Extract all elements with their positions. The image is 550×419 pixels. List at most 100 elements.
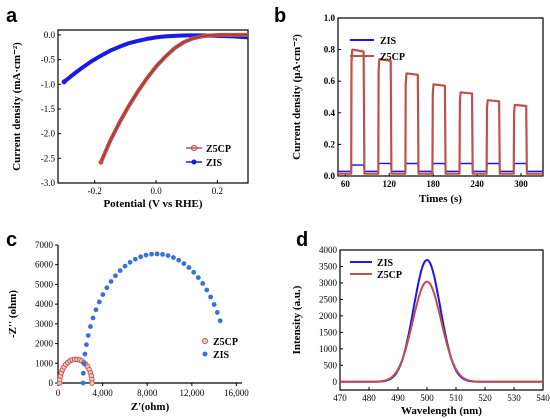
data-point-zis: [176, 257, 182, 263]
y-tick-label: 0: [333, 377, 338, 387]
plot-frame: [337, 17, 544, 177]
x-tick-label: 8,000: [137, 388, 158, 398]
legend-label-zis: ZIS: [377, 258, 394, 269]
x-axis-label: Times (s): [419, 193, 462, 205]
x-tick-label: 16,000: [224, 388, 249, 398]
x-tick-label: 240: [470, 179, 484, 189]
data-point-zis: [165, 253, 171, 258]
plot-frame: [339, 249, 544, 391]
data-point-zis: [154, 251, 160, 257]
x-axis-label: Wavelength (nm): [401, 405, 482, 417]
y-tick-label: 1.0: [324, 13, 336, 23]
y-axis-label: Current density (mA·cm⁻²): [11, 42, 23, 171]
data-point-zis: [117, 268, 123, 274]
y-tick-label: -1.5: [41, 104, 56, 114]
series-line-zis: [62, 33, 249, 84]
y-tick-label: 0.6: [324, 76, 336, 86]
x-tick-label: 0.0: [150, 186, 162, 196]
x-tick-label: 520: [478, 393, 492, 403]
y-tick-label: 2000: [35, 339, 54, 349]
x-tick-label: 180: [426, 179, 440, 189]
data-point-zis: [96, 299, 102, 305]
y-tick-label: -1.0: [41, 79, 56, 89]
panel-label-b: b: [274, 5, 286, 27]
data-point-zis: [214, 310, 220, 315]
x-tick-label: 480: [362, 393, 376, 403]
y-tick-label: 1500: [319, 327, 338, 337]
x-axis-label: Potential (V vs RHE): [103, 198, 202, 210]
x-tick-label: 0: [56, 388, 61, 398]
y-tick-label: 2500: [319, 294, 338, 304]
x-tick-label: 510: [449, 393, 463, 403]
x-tick-label: 500: [420, 393, 434, 403]
y-tick-label: 1000: [319, 344, 338, 354]
legend-marker-z5cp: [202, 338, 208, 344]
data-point-zis: [80, 380, 86, 386]
chart-b: 60 120 180 240 300 0.0 0.2 0.4 0.6 0.8 1.0 Times (s…: [291, 13, 544, 205]
data-point-zis: [138, 254, 144, 260]
y-tick-label: 0: [49, 378, 54, 388]
data-point-zis: [108, 279, 114, 284]
data-point-zis: [80, 370, 86, 376]
data-point-zis: [88, 324, 93, 329]
y-tick-label: 0.0: [324, 171, 336, 181]
data-point-zis: [83, 342, 89, 348]
series-line-z5cp: [338, 48, 543, 175]
data-point-zis: [90, 315, 96, 321]
data-point-z5cp: [89, 380, 95, 386]
legend-label-zis: ZIS: [380, 36, 397, 47]
series-start-marker-zis: [61, 79, 67, 85]
panel-label-a: a: [6, 5, 18, 27]
x-tick-label: -0.2: [88, 186, 102, 196]
data-point-zis: [81, 361, 87, 367]
data-point-zis: [181, 261, 187, 266]
data-point-zis: [149, 251, 154, 257]
data-point-zis: [113, 273, 118, 279]
y-tick-label: 0.4: [324, 108, 336, 118]
y-tick-label: 0.8: [324, 45, 336, 55]
data-point-zis: [160, 251, 165, 257]
series-line-zis: [338, 162, 543, 173]
x-tick-label: 60: [341, 179, 351, 189]
y-axis-label: Current density (μA·cm⁻²): [291, 34, 303, 160]
x-tick-label: 540: [536, 393, 550, 403]
y-tick-label: 6000: [35, 260, 54, 270]
x-tick-label: 12,000: [179, 388, 204, 398]
y-tick-label: 2000: [319, 311, 338, 321]
data-point-zis: [143, 252, 149, 258]
y-tick-label: 500: [324, 360, 338, 370]
y-tick-label: 7000: [35, 240, 54, 250]
data-point-zis: [93, 307, 99, 313]
x-tick-label: 0.2: [212, 186, 223, 196]
series-line-z5cp-edge: [100, 34, 248, 163]
data-point-zis: [82, 351, 88, 357]
panel-label-d: d: [296, 229, 308, 251]
x-tick-label: 120: [383, 179, 397, 189]
y-tick-label: 3500: [319, 261, 338, 271]
x-tick-label: 4,000: [92, 388, 113, 398]
data-point-zis: [208, 294, 214, 300]
x-tick-label: 470: [333, 393, 347, 403]
chart-d: 470 480 490 500 510 520 530 540 4000 3500 3000 2500…: [291, 245, 550, 417]
x-tick-label: 530: [507, 393, 521, 403]
y-tick-label: 3000: [319, 278, 338, 288]
data-point-zis: [127, 259, 133, 265]
y-tick-label: 4000: [35, 299, 54, 309]
y-tick-label: 0.2: [324, 139, 336, 149]
data-point-zis: [217, 318, 223, 324]
y-tick-label: 3000: [35, 319, 54, 329]
data-point-zis: [200, 281, 206, 286]
legend-marker-z5cp: [190, 144, 198, 152]
data-point-zis: [104, 285, 110, 291]
legend-label-z5cp: Z5CP: [377, 270, 402, 281]
y-tick-label: 5000: [35, 279, 54, 289]
series-start-marker-z5cp: [98, 159, 104, 165]
chart-a: -0.2 0.0 0.2 0.0 -0.5 -1.0 -1.5 -2.0 -2.5 -3.0 Pot…: [11, 29, 249, 210]
y-axis-label: Intensity (a.u.): [291, 285, 303, 354]
data-point-zis: [191, 269, 197, 275]
x-tick-label: 300: [514, 179, 528, 189]
y-tick-label: -2.5: [41, 153, 56, 163]
y-tick-label: -3.0: [41, 178, 56, 188]
y-tick-label: -2.0: [41, 129, 56, 139]
